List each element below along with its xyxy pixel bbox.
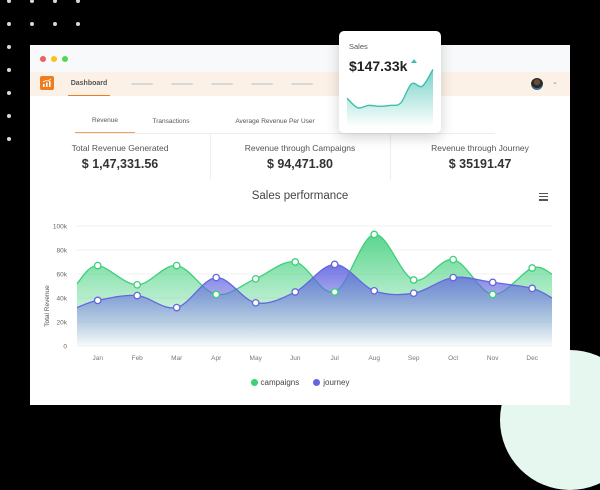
divider [210, 134, 211, 180]
svg-text:Nov: Nov [487, 355, 499, 362]
svg-text:Jul: Jul [331, 355, 340, 362]
maximize-window-button[interactable] [62, 56, 68, 62]
app-logo-icon[interactable] [40, 76, 54, 90]
svg-text:Dec: Dec [526, 355, 538, 362]
stat-journey-revenue: Revenue through Journey $ 35191.47 [390, 134, 570, 179]
stat-value: $ 94,471.80 [266, 157, 334, 171]
legend-item-journey[interactable]: journey [313, 378, 349, 387]
window-titlebar [30, 45, 570, 72]
svg-text:0: 0 [63, 344, 67, 351]
nav-item-placeholder[interactable] [131, 83, 153, 85]
sales-value: $147.33k [349, 58, 408, 74]
stat-label: Revenue through Campaigns [244, 143, 356, 153]
tab-revenue[interactable]: Revenue [75, 109, 135, 133]
svg-text:Jan: Jan [92, 355, 103, 362]
svg-text:Apr: Apr [211, 355, 222, 362]
svg-text:Mar: Mar [171, 355, 183, 362]
legend-label: journey [323, 378, 350, 387]
chart-title: Sales performance [251, 190, 349, 202]
revenue-tabs: Revenue Transactions Average Revenue Per… [75, 109, 495, 134]
close-window-button[interactable] [40, 56, 46, 62]
nav-item-placeholder[interactable] [211, 83, 233, 85]
minimize-window-button[interactable] [51, 56, 57, 62]
user-avatar[interactable] [531, 78, 543, 90]
svg-text:Feb: Feb [132, 355, 144, 362]
stat-campaigns-revenue: Revenue through Campaigns $ 94,471.80 [210, 134, 390, 179]
divider [390, 134, 391, 180]
stat-value: $ 1,47,331.56 [81, 157, 159, 171]
stat-label: Revenue through Journey [431, 143, 529, 153]
svg-text:40k: 40k [57, 296, 68, 303]
svg-text:Sep: Sep [408, 355, 420, 362]
nav-item-placeholder[interactable] [171, 83, 193, 85]
chart-legend: campaigns journey [30, 378, 570, 387]
svg-text:Total Revenue: Total Revenue [44, 285, 51, 327]
hamburger-menu-icon[interactable] [539, 193, 548, 203]
stat-total-revenue: Total Revenue Generated $ 1,47,331.56 [30, 134, 210, 179]
svg-text:May: May [250, 355, 263, 362]
stat-label: Total Revenue Generated [71, 143, 169, 153]
campaigns-dot-icon [250, 379, 258, 386]
sales-summary-card: Sales $147.33k [339, 31, 441, 133]
svg-text:Jun: Jun [290, 355, 301, 362]
sales-label: Sales [349, 42, 368, 51]
sales-sparkline [346, 69, 434, 127]
nav-item-placeholder[interactable] [291, 83, 313, 85]
app-window: Dashboard ⌄ Revenue Transactions Average… [30, 45, 570, 405]
journey-dot-icon [313, 379, 321, 386]
tab-average-revenue-per-user[interactable]: Average Revenue Per User [235, 117, 315, 125]
sales-performance-chart: 0 20k 40k 60k 80k 100k Total Revenue Jan Feb Mar A… [44, 224, 553, 362]
nav-item-dashboard[interactable]: Dashboard [68, 72, 110, 96]
chevron-down-icon[interactable]: ⌄ [552, 79, 558, 86]
svg-text:20k: 20k [57, 320, 68, 327]
stat-value: $ 35191.47 [448, 157, 512, 171]
svg-text:Aug: Aug [368, 355, 380, 362]
svg-text:100k: 100k [53, 224, 68, 231]
trend-up-icon [411, 59, 417, 63]
legend-item-campaigns[interactable]: campaigns [250, 378, 300, 387]
tab-transactions[interactable]: Transactions [152, 117, 190, 125]
svg-text:60k: 60k [57, 272, 68, 279]
top-navbar: Dashboard ⌄ [30, 72, 570, 96]
nav-item-placeholder[interactable] [251, 83, 273, 85]
svg-text:Oct: Oct [448, 355, 458, 362]
legend-label: campaigns [260, 378, 300, 387]
svg-text:80k: 80k [57, 248, 68, 255]
